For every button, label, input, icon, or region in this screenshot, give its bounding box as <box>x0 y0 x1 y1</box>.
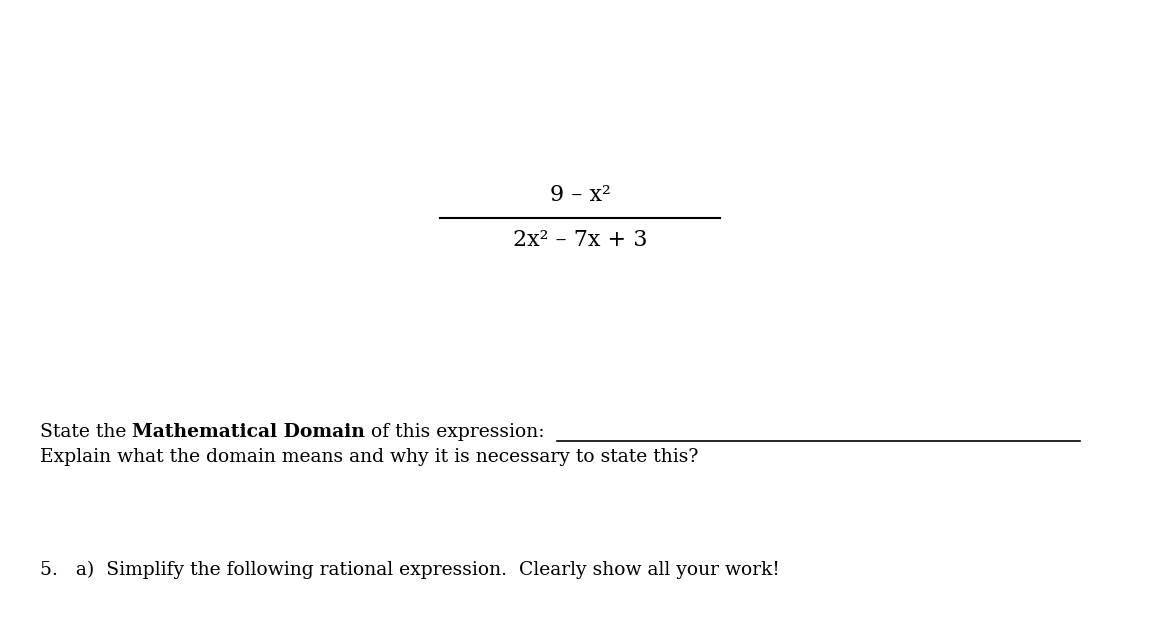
Text: 2x² – 7x + 3: 2x² – 7x + 3 <box>513 229 647 251</box>
Text: 9 – x²: 9 – x² <box>550 184 610 206</box>
Text: Mathematical Domain: Mathematical Domain <box>132 423 365 441</box>
Text: 5.   a)  Simplify the following rational expression.  Clearly show all your work: 5. a) Simplify the following rational ex… <box>39 561 780 579</box>
Text: State the: State the <box>39 423 132 441</box>
Text: Explain what the domain means and why it is necessary to state this?: Explain what the domain means and why it… <box>39 448 698 466</box>
Text: of this expression:: of this expression: <box>365 423 557 441</box>
